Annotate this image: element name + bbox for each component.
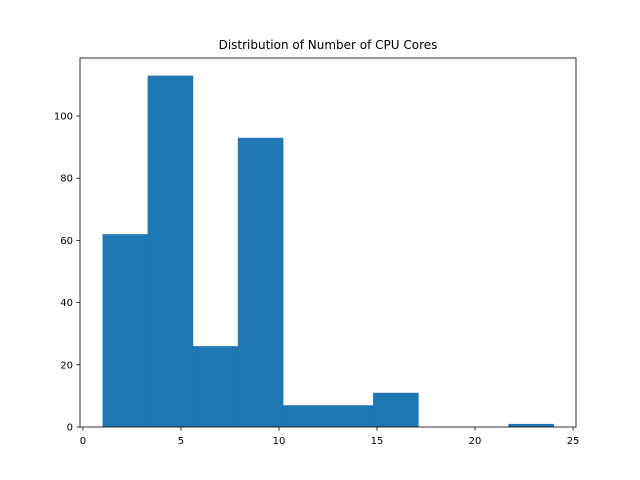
histogram-bar (237, 137, 284, 427)
bars-group (102, 75, 554, 428)
plot-frame (79, 57, 577, 428)
x-tick-label: 25 (567, 436, 580, 447)
y-tick-label: 20 (60, 360, 73, 371)
y-tick-label: 80 (60, 174, 73, 185)
y-tick-label: 0 (67, 423, 73, 434)
y-tick-label: 100 (54, 112, 73, 123)
x-tick-label: 10 (273, 436, 286, 447)
histogram-bar (102, 234, 149, 427)
histogram-bar (508, 423, 554, 427)
histogram-bar (373, 392, 419, 427)
y-tick-label: 60 (60, 236, 73, 247)
histogram-bar (282, 405, 329, 427)
histogram-bar (192, 346, 239, 427)
x-tick-label: 20 (469, 436, 482, 447)
histogram-bar (147, 75, 194, 428)
histogram-bar (328, 405, 374, 427)
x-tick-label: 15 (371, 436, 384, 447)
chart-title: Distribution of Number of CPU Cores (219, 38, 438, 52)
x-axis: 0 5 10 15 20 25 (80, 427, 580, 447)
y-axis: 0 20 40 60 80 100 (54, 112, 80, 434)
y-tick-label: 40 (60, 298, 73, 309)
x-tick-label: 0 (80, 436, 86, 447)
x-tick-label: 5 (178, 436, 184, 447)
